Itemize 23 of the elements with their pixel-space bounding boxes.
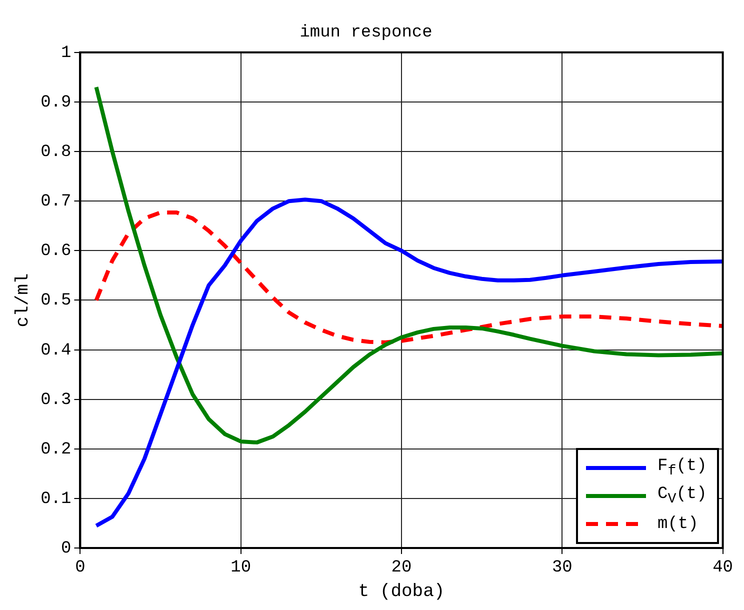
y-tick-label: 0.4	[40, 341, 72, 360]
y-tick-label: 0.6	[40, 242, 72, 262]
x-tick-label: 10	[230, 558, 252, 578]
legend-label: F$_{f}$(t)	[658, 456, 707, 480]
x-tick-label: 40	[712, 558, 733, 578]
x-tick-label: 20	[391, 558, 412, 578]
x-axis-title: t (doba)	[358, 582, 445, 602]
legend-label: C$_{V}$(t)	[658, 484, 707, 508]
y-axis-title: cl/ml	[14, 273, 34, 328]
chart-title: imun responce	[300, 24, 432, 43]
x-tick-label: 30	[552, 558, 572, 578]
y-tick-label: 1	[61, 44, 72, 63]
y-tick-label: 0.3	[40, 390, 72, 410]
y-tick-label: 0.8	[40, 143, 72, 162]
y-tick-label: 0.9	[40, 93, 72, 112]
legend-label: m(t)	[658, 514, 698, 534]
y-tick-label: 0.5	[40, 292, 72, 311]
line-series	[94, 210, 723, 344]
y-tick-label: 0	[61, 540, 72, 558]
y-tick-label: 0.1	[40, 490, 72, 509]
y-tick-label: 0.7	[40, 192, 72, 212]
x-tick-label: 0	[75, 558, 86, 578]
y-tick-label: 0.2	[40, 440, 72, 460]
